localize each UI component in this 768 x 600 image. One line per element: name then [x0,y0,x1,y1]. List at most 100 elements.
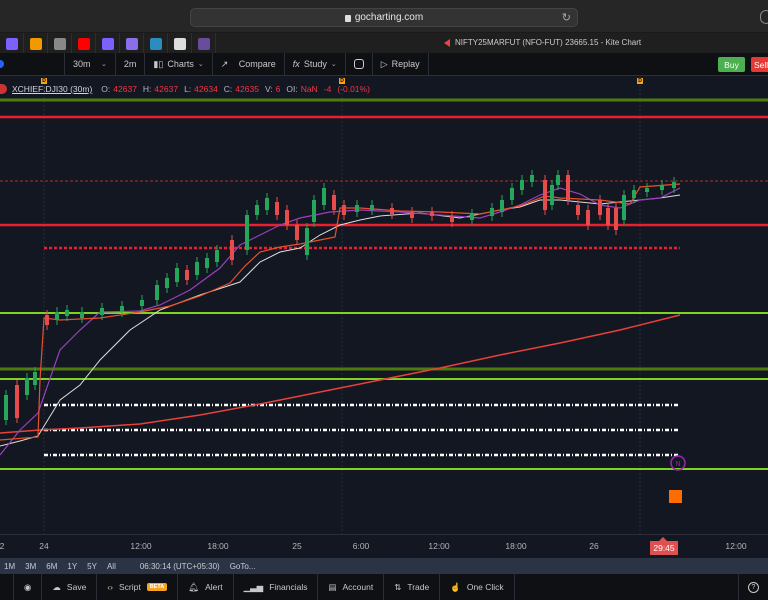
goto-button[interactable]: GoTo... [229,561,256,571]
compare-icon: ↗ [220,58,229,69]
bookmark-bookmark-3[interactable] [48,33,72,55]
reload-icon[interactable]: ↻ [561,12,571,24]
pointer-icon: ☝ [450,581,461,592]
cloud-icon: ☁ [52,581,61,592]
trade-button[interactable]: ⇅ Trade [384,574,441,600]
chart-toolbar: 30m ⌄ 2m ▮▯ Charts ⌄ ↗ Compare fx Study ⌄ ▷ R… [0,52,768,76]
compare-label: Compare [238,59,276,69]
chart-canvas[interactable]: N [0,77,768,534]
bookmark-8-icon [173,38,186,50]
script-label: Script [118,582,141,592]
range-1m[interactable]: 1M [4,561,16,571]
interval-label: 30m [73,59,91,69]
range-all[interactable]: All [106,561,116,571]
fx-icon: fx [292,59,300,69]
replay-label: Replay [391,59,420,69]
chevron-down-icon: ⌄ [197,61,204,68]
time-tick: 12:00 [428,541,450,551]
time-axis[interactable]: 2 24 12:00 18:00 25 6:00 12:00 18:00 26 12:00 [0,534,768,558]
one-click-label: One Click [466,582,504,592]
browser-titlebar: gocharting.com ↻ [0,0,768,33]
bookmark-bookmark-ci[interactable] [144,33,168,55]
tab-title[interactable]: NIFTY25MARFUT (NFO-FUT) 23665.15 - Kite … [444,38,641,47]
close-value: 42635 [235,84,259,94]
time-tick: 12:00 [130,541,152,551]
bookmark-bookmark-9[interactable] [192,33,216,55]
open-label: O: [101,84,111,94]
us-flag-icon [0,84,7,94]
low-value: 42634 [194,84,218,94]
time-tick: 25 [292,541,302,551]
bookmark-6-icon [125,38,138,50]
bottom-spacer [0,574,14,600]
trade-label: Trade [407,582,430,592]
current-time[interactable]: 06:30:14 (UTC+05:30) [139,561,220,571]
interval-dropdown[interactable]: 30m ⌄ [65,52,116,76]
symbol-name[interactable]: XCHIEF:DJI30 (30m) [12,84,93,94]
volume-value: 6 [275,84,281,94]
bookmark-9-icon [197,38,210,50]
volume-label: V: [264,84,273,94]
clipboard-icon: ▤ [328,581,337,592]
bookmark-bookmark-6[interactable] [120,33,144,55]
bookmark-ci-icon [149,38,162,50]
range-6m[interactable]: 6M [46,561,58,571]
account-label: Account [342,582,374,592]
bookmark-bookmark-5[interactable] [96,33,120,55]
low-label: L: [184,84,192,94]
code-icon: ‹› [107,582,113,592]
study-dropdown[interactable]: fx Study ⌄ [285,52,346,76]
time-tick: 2 [0,541,5,551]
bell-icon: 🔔︎ [188,581,200,592]
range-5y[interactable]: 5Y [87,561,97,571]
palette-icon: ◉ [24,581,32,592]
svg-text:N: N [675,461,680,468]
replay-button[interactable]: ▷ Replay [373,52,429,76]
financials-button[interactable]: ▁▃▅ Financials [234,574,319,600]
time-tick: 12:00 [725,541,747,551]
oi-label: OI: [286,84,298,94]
time-tick: 6:00 [352,541,370,551]
buy-button[interactable]: Buy [718,57,745,72]
price-chart[interactable]: N [0,77,768,534]
high-label: H: [142,84,152,94]
theme-button[interactable]: ◉ [14,574,43,600]
toolbar-spacer [0,52,65,76]
dividend-marker[interactable]: D [339,78,345,84]
account-button[interactable]: ▤ Account [318,574,385,600]
downloads-icon[interactable] [760,10,768,24]
beta-badge: BETA [146,583,168,591]
bottom-toolbar: ◉ ☁ Save ‹› Script BETA 🔔︎ Alert ▁▃▅ Financia… [0,574,768,600]
charts-dropdown[interactable]: ▮▯ Charts ⌄ [145,52,213,76]
tab-title-text: NIFTY25MARFUT (NFO-FUT) 23665.15 - Kite … [455,38,642,47]
youtube-icon [77,38,90,50]
candlestick-icon: ▮▯ [153,58,164,69]
help-button[interactable]: ? [738,574,768,600]
financials-label: Financials [269,582,308,592]
bookmark-analytics[interactable] [24,33,48,55]
address-bar[interactable]: gocharting.com ↻ [190,8,578,27]
sell-button[interactable]: Sell [751,57,768,72]
url-text: gocharting.com [354,12,424,23]
interval-2m-button[interactable]: 2m [116,52,146,76]
account-dot-icon[interactable] [0,60,4,68]
one-click-button[interactable]: ☝ One Click [440,574,515,600]
camera-icon [353,59,364,69]
range-3m[interactable]: 3M [25,561,37,571]
bookmark-youtube[interactable] [72,33,96,55]
oi-value: NaN [300,84,318,94]
ohlc-legend: XCHIEF:DJI30 (30m) O: 42637 H: 42637 L: 426… [0,84,373,94]
bookmark-bookmark-8[interactable] [168,33,192,55]
dividend-marker[interactable]: D [41,78,47,84]
screenshot-button[interactable] [346,52,373,76]
bookmark-bookmark-1[interactable] [0,33,24,55]
save-button[interactable]: ☁ Save [42,574,98,600]
play-circle-icon: ▷ [380,58,388,69]
range-1y[interactable]: 1Y [67,561,78,571]
alert-button[interactable]: 🔔︎ Alert [178,574,234,600]
dividend-marker[interactable]: D [637,78,643,84]
chevron-down-icon: ⌄ [101,61,107,68]
change-value: -4 [323,84,332,94]
compare-button[interactable]: ↗ Compare [213,52,285,76]
script-button[interactable]: ‹› Script BETA [97,574,179,600]
